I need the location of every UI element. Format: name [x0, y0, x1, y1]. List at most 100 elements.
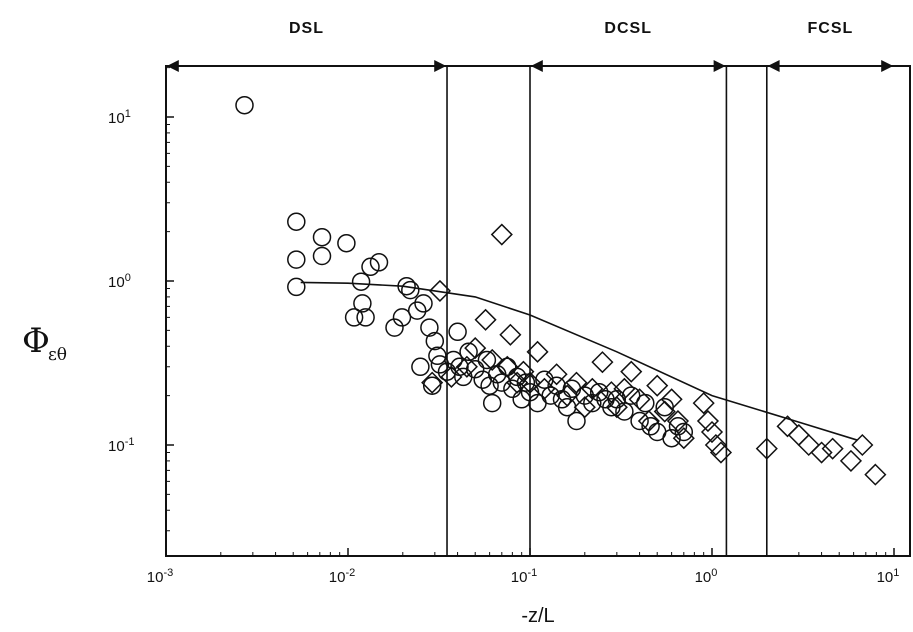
x-tick-exponent: -1	[527, 567, 537, 579]
data-point-circle	[287, 212, 306, 231]
data-point-circle	[385, 318, 404, 337]
data-point-circle	[615, 402, 634, 421]
y-tick-exponent: 0	[125, 272, 131, 284]
fit-curve-layer	[300, 281, 858, 441]
x-tick-exponent: 0	[711, 567, 717, 579]
x-axis-label: -z/L	[521, 605, 554, 627]
data-point-diamond	[821, 437, 844, 460]
data-point-circle	[459, 342, 478, 362]
data-point-circle	[630, 411, 649, 431]
x-axis-ticks: 10-3 10-2 10-1 100 101	[147, 548, 900, 586]
data-point-circle	[583, 393, 602, 413]
data-point-diamond	[591, 351, 614, 374]
data-point-diamond	[581, 377, 604, 400]
data-point-diamond	[518, 371, 542, 394]
y-tick-base: 10	[108, 438, 125, 455]
data-point-diamond	[851, 433, 874, 457]
data-point-diamond	[499, 323, 522, 346]
data-point-circle	[662, 428, 681, 448]
data-point-diamond	[455, 355, 478, 378]
data-point-diamond	[696, 409, 720, 433]
data-point-diamond	[637, 409, 660, 433]
region-dcsl: DCSL	[530, 20, 726, 72]
data-point-circle	[351, 272, 371, 291]
y-axis-label-main: Φ	[22, 321, 50, 361]
y-tick-base: 10	[108, 274, 125, 291]
data-point-diamond	[605, 396, 628, 419]
data-point-diamond	[709, 441, 733, 464]
data-point-circle	[312, 246, 332, 266]
x-tick-label: 10-3	[147, 567, 173, 586]
y-tick-label: 100	[108, 272, 131, 291]
data-point-diamond	[474, 308, 497, 331]
region-dsl: DSL	[166, 20, 447, 72]
x-tick-label: 10-2	[329, 567, 355, 586]
data-point-circle	[369, 253, 389, 272]
x-tick-base: 10	[877, 569, 894, 586]
data-point-diamond	[533, 377, 556, 400]
data-point-circle	[344, 308, 364, 327]
data-point-diamond	[613, 377, 636, 400]
data-point-circle	[401, 280, 420, 300]
data-point-diamond	[490, 223, 513, 246]
data-point-circle	[312, 227, 332, 247]
data-point-circle	[337, 233, 356, 253]
data-point-diamond	[428, 279, 451, 302]
data-point-diamond	[556, 384, 579, 407]
plot-frame	[165, 65, 911, 557]
data-point-circle	[407, 301, 427, 320]
data-point-diamond	[421, 371, 444, 394]
data-point-diamond	[755, 437, 778, 460]
region-label: DCSL	[604, 20, 652, 37]
data-point-diamond	[692, 392, 715, 415]
data-point-diamond	[565, 371, 588, 394]
data-point-circle	[621, 386, 641, 405]
data-points-layer	[235, 95, 887, 486]
data-point-circle	[674, 422, 694, 442]
data-point-circle	[420, 318, 439, 337]
data-point-circle	[477, 350, 497, 370]
data-point-diamond	[646, 374, 669, 397]
y-tick-exponent: -1	[125, 436, 135, 448]
y-tick-exponent: 1	[125, 108, 131, 120]
data-point-diamond	[810, 441, 833, 464]
x-tick-base: 10	[147, 569, 164, 586]
x-tick-label: 101	[877, 567, 900, 586]
series-circle	[235, 95, 694, 448]
data-point-circle	[397, 276, 416, 296]
data-point-diamond	[628, 388, 651, 411]
data-point-circle	[353, 294, 372, 313]
region-label: DSL	[289, 20, 324, 37]
data-point-circle	[356, 308, 375, 327]
data-point-circle	[482, 393, 502, 413]
x-tick-base: 10	[695, 569, 712, 586]
x-tick-exponent: 1	[893, 567, 899, 579]
region-label: FCSL	[808, 20, 854, 37]
data-point-diamond	[672, 427, 695, 450]
data-point-diamond	[700, 420, 724, 444]
data-point-diamond	[797, 433, 820, 457]
data-point-circle	[425, 331, 445, 351]
data-point-circle	[516, 373, 536, 392]
y-axis-label: Φ εθ	[22, 321, 67, 365]
data-point-circle	[641, 417, 660, 436]
x-tick-exponent: -2	[345, 567, 355, 579]
data-point-circle	[589, 382, 609, 402]
data-point-diamond	[704, 433, 727, 457]
data-point-circle	[430, 355, 450, 374]
data-point-circle	[392, 308, 412, 327]
data-point-diamond	[512, 360, 535, 383]
data-point-circle	[547, 376, 566, 395]
y-tick-label: 10-1	[108, 436, 134, 455]
data-point-diamond	[620, 360, 643, 383]
data-point-circle	[287, 250, 306, 269]
data-point-diamond	[526, 340, 549, 363]
data-point-circle	[287, 277, 306, 297]
x-tick-label: 10-1	[511, 567, 537, 586]
fit-curve	[300, 281, 858, 441]
data-point-circle	[498, 357, 517, 377]
data-point-circle	[411, 357, 430, 377]
data-point-diamond	[496, 355, 519, 378]
data-point-diamond	[660, 388, 683, 411]
